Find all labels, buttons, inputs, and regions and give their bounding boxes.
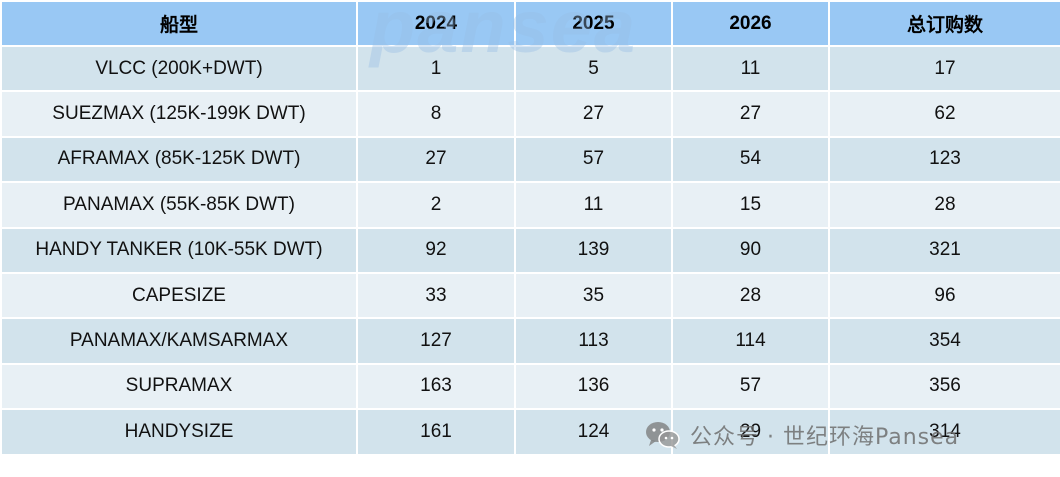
cell-2024: 163 — [356, 362, 516, 411]
cell-2025: 27 — [514, 90, 673, 138]
cell-total: 356 — [828, 362, 1060, 411]
cell-2026: 54 — [671, 135, 830, 184]
table-row: SUPRAMAX 163 136 57 356 — [0, 362, 1060, 411]
table-header: 船型 2024 2025 2026 总订购数 — [0, 0, 1060, 47]
cell-ship-type: PANAMAX/KAMSARMAX — [0, 317, 358, 365]
cell-ship-type: CAPESIZE — [0, 271, 358, 320]
cell-2026: 114 — [671, 317, 830, 365]
header-year-2024: 2024 — [356, 0, 516, 47]
table-row: PANAMAX/KAMSARMAX 127 113 114 354 — [0, 317, 1060, 365]
cell-2025: 124 — [514, 408, 673, 456]
table-body: VLCC (200K+DWT) 1 5 11 17 SUEZMAX (125K-… — [0, 44, 1060, 456]
cell-2026: 11 — [671, 44, 830, 93]
cell-2026: 27 — [671, 90, 830, 138]
cell-2024: 127 — [356, 317, 516, 365]
table-row: SUEZMAX (125K-199K DWT) 8 27 27 62 — [0, 90, 1060, 138]
cell-ship-type: AFRAMAX (85K-125K DWT) — [0, 135, 358, 184]
header-ship-type: 船型 — [0, 0, 358, 47]
cell-2025: 35 — [514, 271, 673, 320]
cell-2026: 15 — [671, 181, 830, 229]
header-year-2025: 2025 — [514, 0, 673, 47]
table-row: HANDYSIZE 161 124 29 314 — [0, 408, 1060, 456]
cell-ship-type: SUPRAMAX — [0, 362, 358, 411]
cell-total: 17 — [828, 44, 1060, 93]
cell-2024: 33 — [356, 271, 516, 320]
table-row: CAPESIZE 33 35 28 96 — [0, 271, 1060, 320]
cell-total: 321 — [828, 226, 1060, 274]
cell-2025: 5 — [514, 44, 673, 93]
cell-2025: 57 — [514, 135, 673, 184]
cell-total: 62 — [828, 90, 1060, 138]
cell-2024: 1 — [356, 44, 516, 93]
cell-ship-type: HANDYSIZE — [0, 408, 358, 456]
cell-2026: 90 — [671, 226, 830, 274]
table-row: HANDY TANKER (10K-55K DWT) 92 139 90 321 — [0, 226, 1060, 274]
cell-2026: 57 — [671, 362, 830, 411]
cell-2024: 8 — [356, 90, 516, 138]
cell-2024: 92 — [356, 226, 516, 274]
table-row: VLCC (200K+DWT) 1 5 11 17 — [0, 44, 1060, 93]
cell-2024: 161 — [356, 408, 516, 456]
cell-2025: 113 — [514, 317, 673, 365]
cell-ship-type: PANAMAX (55K-85K DWT) — [0, 181, 358, 229]
table-row: AFRAMAX (85K-125K DWT) 27 57 54 123 — [0, 135, 1060, 184]
cell-2024: 27 — [356, 135, 516, 184]
orderbook-table: 船型 2024 2025 2026 总订购数 VLCC (200K+DWT) 1… — [0, 0, 1060, 456]
cell-2025: 136 — [514, 362, 673, 411]
cell-ship-type: VLCC (200K+DWT) — [0, 44, 358, 93]
cell-2025: 139 — [514, 226, 673, 274]
header-row: 船型 2024 2025 2026 总订购数 — [0, 0, 1060, 47]
cell-ship-type: SUEZMAX (125K-199K DWT) — [0, 90, 358, 138]
cell-total: 123 — [828, 135, 1060, 184]
table-row: PANAMAX (55K-85K DWT) 2 11 15 28 — [0, 181, 1060, 229]
cell-ship-type: HANDY TANKER (10K-55K DWT) — [0, 226, 358, 274]
cell-total: 28 — [828, 181, 1060, 229]
cell-2024: 2 — [356, 181, 516, 229]
cell-2026: 28 — [671, 271, 830, 320]
header-total-orders: 总订购数 — [828, 0, 1060, 47]
cell-2026: 29 — [671, 408, 830, 456]
cell-2025: 11 — [514, 181, 673, 229]
cell-total: 96 — [828, 271, 1060, 320]
header-year-2026: 2026 — [671, 0, 830, 47]
cell-total: 354 — [828, 317, 1060, 365]
cell-total: 314 — [828, 408, 1060, 456]
